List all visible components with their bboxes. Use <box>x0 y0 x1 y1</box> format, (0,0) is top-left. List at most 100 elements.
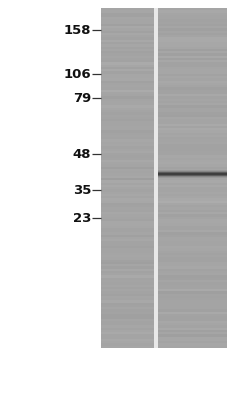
Bar <box>158 58 227 60</box>
Bar <box>101 318 154 321</box>
Bar <box>101 280 154 282</box>
Bar <box>101 228 154 230</box>
Bar <box>158 116 227 119</box>
Bar <box>158 198 227 201</box>
Bar <box>101 46 154 49</box>
Bar <box>101 296 154 298</box>
Bar <box>101 314 154 316</box>
Bar <box>158 76 227 78</box>
Bar <box>101 259 154 262</box>
Bar <box>101 66 154 69</box>
Bar <box>101 270 154 273</box>
Bar <box>101 307 154 310</box>
Bar <box>158 182 227 185</box>
Bar <box>101 341 154 344</box>
Bar <box>101 100 154 103</box>
Bar <box>101 266 154 269</box>
Bar <box>101 19 154 22</box>
Bar <box>158 304 227 307</box>
Bar <box>101 216 154 219</box>
Bar <box>101 139 154 142</box>
Bar <box>158 100 227 103</box>
Bar <box>101 107 154 110</box>
Bar <box>158 255 227 257</box>
Bar <box>101 209 154 212</box>
Bar <box>101 345 154 348</box>
Bar <box>158 300 227 303</box>
Bar <box>101 250 154 253</box>
Bar <box>101 232 154 235</box>
Bar <box>158 105 227 108</box>
Bar <box>158 148 227 151</box>
Bar <box>158 207 227 210</box>
Bar <box>101 236 154 239</box>
Bar <box>158 302 227 305</box>
Bar <box>158 35 227 38</box>
Bar <box>101 64 154 67</box>
Bar <box>158 53 227 56</box>
Bar <box>101 304 154 307</box>
Bar <box>158 187 227 189</box>
Bar <box>101 178 154 180</box>
Bar <box>158 316 227 318</box>
Bar <box>158 341 227 344</box>
Bar <box>101 164 154 167</box>
Bar <box>158 262 227 264</box>
Bar <box>101 26 154 28</box>
Bar <box>101 96 154 99</box>
Bar <box>158 150 227 153</box>
Bar <box>158 228 227 230</box>
Bar <box>101 92 154 94</box>
Bar <box>158 19 227 22</box>
Bar <box>158 345 227 348</box>
Bar <box>101 255 154 257</box>
Bar <box>158 209 227 212</box>
Bar <box>101 128 154 130</box>
Bar <box>101 246 154 248</box>
Bar <box>158 343 227 346</box>
Bar <box>101 35 154 38</box>
Bar <box>101 10 154 12</box>
Bar <box>101 180 154 182</box>
Bar <box>101 80 154 83</box>
Bar <box>158 286 227 289</box>
Bar <box>158 325 227 328</box>
Bar <box>101 168 154 171</box>
Bar <box>101 137 154 140</box>
Bar <box>101 196 154 198</box>
Bar <box>101 343 154 346</box>
Bar <box>101 241 154 244</box>
Bar <box>101 309 154 312</box>
Bar <box>101 223 154 226</box>
Bar <box>101 338 154 341</box>
Bar <box>101 264 154 266</box>
Bar <box>158 55 227 58</box>
Text: 79: 79 <box>73 92 91 104</box>
Bar <box>101 239 154 242</box>
Bar <box>101 73 154 76</box>
Bar <box>158 32 227 35</box>
Bar <box>101 330 154 332</box>
Bar <box>101 85 154 87</box>
Bar <box>158 338 227 341</box>
Bar <box>101 275 154 278</box>
Bar <box>101 221 154 223</box>
Bar <box>158 26 227 28</box>
Bar <box>158 144 227 146</box>
Bar <box>158 277 227 280</box>
Bar <box>101 98 154 101</box>
Bar <box>158 268 227 271</box>
Bar <box>101 89 154 92</box>
Bar <box>158 12 227 15</box>
Bar <box>101 146 154 148</box>
Bar <box>101 166 154 169</box>
Text: 48: 48 <box>72 148 91 160</box>
Bar <box>101 202 154 205</box>
Bar <box>101 60 154 62</box>
Bar <box>158 123 227 126</box>
Bar <box>101 78 154 80</box>
Bar <box>101 48 154 51</box>
Bar <box>101 148 154 151</box>
Bar <box>158 126 227 128</box>
Bar <box>158 225 227 228</box>
